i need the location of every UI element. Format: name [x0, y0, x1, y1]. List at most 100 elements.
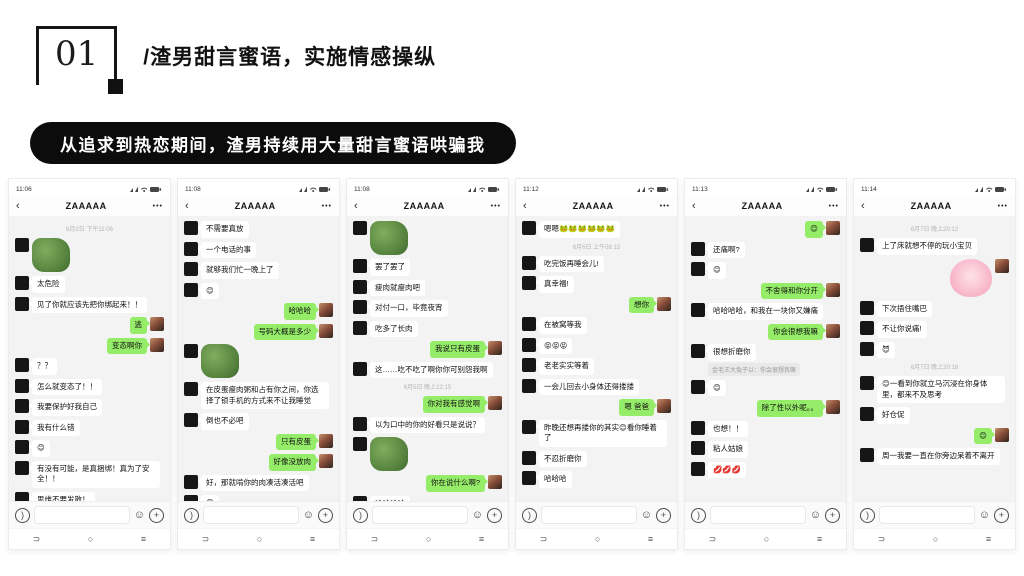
- avatar[interactable]: [15, 238, 29, 252]
- avatar[interactable]: [353, 437, 367, 451]
- more-icon[interactable]: •••: [490, 202, 501, 210]
- nav-home-icon[interactable]: ○: [932, 533, 939, 544]
- nav-home-icon[interactable]: ○: [256, 533, 263, 544]
- message-input[interactable]: [372, 506, 468, 524]
- voice-icon[interactable]: ): [184, 507, 199, 523]
- avatar[interactable]: [488, 396, 502, 410]
- avatar[interactable]: [522, 419, 536, 434]
- avatar[interactable]: [353, 361, 367, 376]
- plus-icon[interactable]: +: [318, 507, 333, 523]
- avatar[interactable]: [860, 300, 874, 315]
- nav-home-icon[interactable]: ○: [763, 533, 770, 544]
- nav-recent-icon[interactable]: ≡: [478, 533, 485, 544]
- avatar[interactable]: [691, 262, 705, 276]
- avatar[interactable]: [657, 399, 671, 413]
- avatar[interactable]: [15, 491, 29, 501]
- avatar[interactable]: [353, 416, 367, 431]
- avatar[interactable]: [860, 238, 874, 252]
- avatar[interactable]: [353, 320, 367, 335]
- avatar[interactable]: [353, 259, 367, 273]
- plus-icon[interactable]: +: [149, 507, 164, 523]
- avatar[interactable]: [15, 460, 29, 475]
- emoji-icon[interactable]: ☺: [302, 508, 314, 521]
- nav-home-icon[interactable]: ○: [87, 533, 94, 544]
- frog-meme-image[interactable]: [201, 344, 239, 378]
- avatar[interactable]: [995, 258, 1009, 273]
- avatar[interactable]: [995, 427, 1009, 442]
- avatar[interactable]: [522, 317, 536, 331]
- avatar[interactable]: [15, 276, 29, 290]
- nav-recent-icon[interactable]: ≡: [816, 533, 823, 544]
- plus-icon[interactable]: +: [656, 507, 671, 523]
- avatar[interactable]: [184, 495, 198, 501]
- avatar[interactable]: [522, 276, 536, 290]
- avatar[interactable]: [319, 323, 333, 338]
- more-icon[interactable]: •••: [152, 202, 163, 210]
- nav-back-icon[interactable]: ⊃: [32, 533, 41, 544]
- avatar[interactable]: [691, 379, 705, 394]
- avatar[interactable]: [826, 400, 840, 414]
- avatar[interactable]: [826, 282, 840, 297]
- plus-icon[interactable]: +: [487, 507, 502, 523]
- voice-icon[interactable]: ): [860, 507, 875, 523]
- avatar[interactable]: [184, 344, 198, 358]
- avatar[interactable]: [184, 382, 198, 396]
- nav-back-icon[interactable]: ⊃: [877, 533, 886, 544]
- nav-home-icon[interactable]: ○: [594, 533, 601, 544]
- avatar[interactable]: [488, 341, 502, 355]
- avatar[interactable]: [15, 296, 29, 311]
- avatar[interactable]: [319, 433, 333, 448]
- avatar[interactable]: [319, 454, 333, 468]
- avatar[interactable]: [826, 221, 840, 235]
- message-input[interactable]: [879, 506, 975, 524]
- avatar[interactable]: [184, 262, 198, 276]
- more-icon[interactable]: •••: [828, 202, 839, 210]
- avatar[interactable]: [353, 221, 367, 235]
- avatar[interactable]: [150, 337, 164, 352]
- voice-icon[interactable]: ): [15, 507, 30, 523]
- nav-recent-icon[interactable]: ≡: [647, 533, 654, 544]
- avatar[interactable]: [184, 474, 198, 489]
- plus-icon[interactable]: +: [994, 507, 1009, 523]
- avatar[interactable]: [860, 341, 874, 356]
- back-icon[interactable]: ‹: [523, 199, 527, 212]
- avatar[interactable]: [353, 279, 367, 294]
- avatar[interactable]: [691, 461, 705, 476]
- emoji-icon[interactable]: ☺: [978, 508, 990, 521]
- avatar[interactable]: [691, 241, 705, 256]
- nav-back-icon[interactable]: ⊃: [708, 533, 717, 544]
- avatar[interactable]: [184, 413, 198, 427]
- avatar[interactable]: [522, 337, 536, 352]
- avatar[interactable]: [488, 475, 502, 489]
- avatar[interactable]: [522, 471, 536, 485]
- nav-back-icon[interactable]: ⊃: [201, 533, 210, 544]
- back-icon[interactable]: ‹: [185, 199, 189, 212]
- message-input[interactable]: [34, 506, 130, 524]
- frog-meme-image[interactable]: [32, 238, 70, 272]
- avatar[interactable]: [691, 441, 705, 455]
- avatar[interactable]: [657, 296, 671, 311]
- avatar[interactable]: [691, 420, 705, 435]
- avatar[interactable]: [860, 407, 874, 421]
- axolotl-sticker[interactable]: [950, 258, 992, 297]
- nav-back-icon[interactable]: ⊃: [539, 533, 548, 544]
- voice-icon[interactable]: ): [691, 507, 706, 523]
- voice-icon[interactable]: ): [353, 507, 368, 523]
- back-icon[interactable]: ‹: [692, 199, 696, 212]
- avatar[interactable]: [15, 358, 29, 372]
- avatar[interactable]: [184, 241, 198, 256]
- avatar[interactable]: [522, 255, 536, 270]
- emoji-icon[interactable]: ☺: [471, 508, 483, 521]
- emoji-icon[interactable]: ☺: [133, 508, 145, 521]
- back-icon[interactable]: ‹: [354, 199, 358, 212]
- avatar[interactable]: [860, 321, 874, 335]
- message-input[interactable]: [203, 506, 299, 524]
- more-icon[interactable]: •••: [659, 202, 670, 210]
- avatar[interactable]: [353, 300, 367, 314]
- more-icon[interactable]: •••: [997, 202, 1008, 210]
- avatar[interactable]: [522, 358, 536, 372]
- voice-icon[interactable]: ): [522, 507, 537, 523]
- plus-icon[interactable]: +: [825, 507, 840, 523]
- nav-home-icon[interactable]: ○: [425, 533, 432, 544]
- avatar[interactable]: [15, 440, 29, 454]
